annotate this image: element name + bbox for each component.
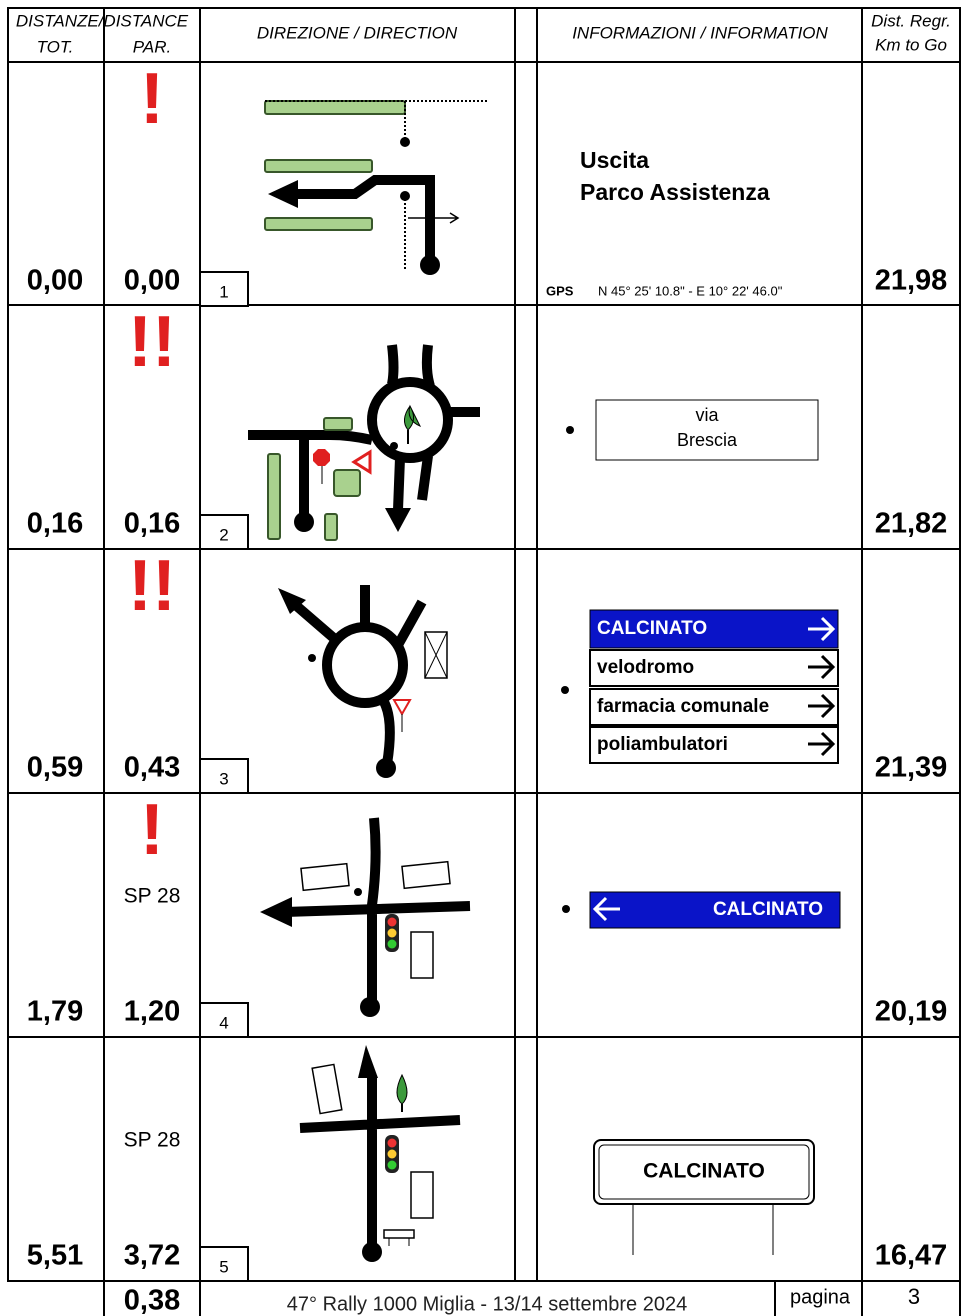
diagram [299, 1045, 461, 1262]
footer-partial: 0,38 [124, 1285, 180, 1316]
sign-text: CALCINATO [713, 899, 823, 920]
row-number: 5 [219, 1257, 228, 1276]
sign-text: farmacia comunale [597, 696, 769, 717]
info-text: Parco Assistenza [580, 179, 770, 205]
header-direction: DIREZIONE / DIRECTION [257, 23, 458, 42]
km-to-go: 21,39 [875, 752, 948, 784]
km-to-go: 21,82 [875, 508, 948, 540]
warning: !! [128, 546, 176, 626]
diagram [278, 585, 448, 778]
bullet [561, 686, 569, 694]
row-number: 1 [219, 282, 228, 301]
road-name: SP 28 [124, 885, 181, 908]
footer-page: 3 [908, 1284, 920, 1309]
tot: 0,59 [27, 752, 83, 784]
bullet [562, 905, 570, 913]
par: 3,72 [124, 1240, 180, 1272]
row-number: 4 [219, 1013, 228, 1032]
bullet [566, 426, 574, 434]
table-grid [7, 7, 961, 1316]
number-box [199, 271, 249, 307]
par: 1,20 [124, 996, 180, 1028]
tot: 5,51 [27, 1240, 83, 1272]
info-box [595, 399, 819, 461]
info-text: Uscita [580, 147, 649, 173]
tot: 0,00 [27, 265, 83, 297]
warning: !! [128, 302, 176, 382]
info-text: via [695, 405, 719, 425]
number-box [199, 514, 249, 550]
header-km: Dist. Regr. [871, 11, 951, 30]
warning: ! [140, 59, 164, 139]
number-box [199, 1246, 249, 1282]
header-distance: DISTANZE/DISTANCE [16, 11, 189, 30]
gps-label: GPS [546, 283, 574, 298]
direction-sign [589, 891, 841, 929]
header-information: INFORMAZIONI / INFORMATION [572, 23, 828, 42]
row-number: 3 [219, 769, 228, 788]
number-box [199, 1002, 249, 1038]
number-box [199, 758, 249, 794]
par: 0,43 [124, 752, 180, 784]
gps-coords: N 45° 25' 10.8" - E 10° 22' 46.0" [598, 283, 783, 298]
header-km: Km to Go [875, 35, 947, 54]
tot: 1,79 [27, 996, 83, 1028]
sign-text: CALCINATO [597, 618, 707, 639]
header-par: PAR. [133, 37, 171, 56]
km-to-go: 21,98 [875, 265, 948, 297]
par: 0,16 [124, 508, 180, 540]
diagram [260, 817, 471, 1017]
sign-text: CALCINATO [643, 1160, 765, 1183]
km-to-go: 16,47 [875, 1240, 948, 1272]
footer-page-label: pagina [790, 1286, 851, 1308]
sign-text: velodromo [597, 657, 694, 678]
header-tot: TOT. [37, 37, 74, 56]
sign-text: poliambulatori [597, 734, 728, 755]
direction-signs [589, 609, 839, 764]
km-to-go: 20,19 [875, 996, 948, 1028]
row-number: 2 [219, 525, 228, 544]
road-name: SP 28 [124, 1129, 181, 1152]
town-sign [593, 1139, 815, 1255]
tot: 0,16 [27, 508, 83, 540]
diagram [264, 100, 488, 275]
diagram [248, 344, 480, 541]
warning: ! [140, 790, 164, 870]
info-text: Brescia [677, 430, 738, 450]
footer-event: 47° Rally 1000 Miglia - 13/14 settembre … [287, 1293, 687, 1315]
par: 0,00 [124, 265, 180, 297]
